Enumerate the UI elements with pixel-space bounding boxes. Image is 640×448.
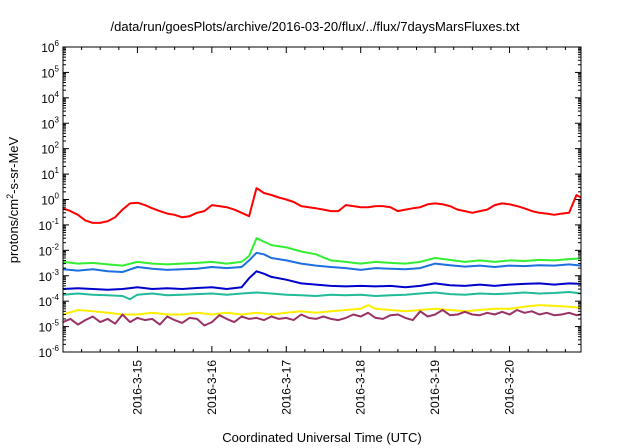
y-tick-base: 10: [39, 219, 53, 233]
x-tick-label: 2016-3-18: [354, 360, 368, 415]
y-tick-exponent: -6: [52, 344, 60, 353]
series-line-6: [62, 304, 582, 316]
y-tick-label: 10-2: [39, 242, 60, 258]
y-tick-base: 10: [39, 321, 53, 335]
y-tick-exponent: -2: [52, 242, 60, 251]
y-tick-base: 10: [39, 244, 53, 258]
y-tick-exponent: 6: [55, 39, 60, 48]
y-axis: 10-610-510-410-310-210-11001011021031041…: [39, 39, 581, 360]
y-tick-base: 10: [41, 168, 55, 182]
y-tick-exponent: -4: [52, 293, 60, 302]
y-tick-base: 10: [41, 194, 55, 208]
y-tick-exponent: -1: [52, 217, 60, 226]
series-line-3: [62, 251, 582, 273]
series-line-4: [62, 270, 582, 291]
y-tick-base: 10: [41, 66, 55, 80]
y-tick-exponent: -3: [52, 268, 60, 277]
series-line-1: [62, 187, 582, 224]
y-tick-label: 104: [41, 90, 59, 106]
y-tick-base: 10: [41, 41, 55, 55]
y-tick-label: 10-5: [39, 319, 60, 335]
y-tick-exponent: 2: [55, 141, 60, 150]
x-tick-label: 2016-3-20: [503, 360, 517, 415]
y-tick-label: 10-4: [39, 293, 60, 309]
y-tick-label: 10-1: [39, 217, 60, 233]
y-tick-exponent: 0: [55, 192, 60, 201]
y-axis-label-sup: 2: [5, 194, 15, 199]
chart-title: /data/run/goesPlots/archive/2016-03-20/f…: [111, 19, 520, 34]
y-tick-label: 100: [41, 192, 59, 208]
y-tick-label: 10-6: [39, 344, 60, 360]
x-axis: 2016-3-15 2016-3-16 2016-3-17 2016-3-18 2016…: [81, 47, 566, 415]
y-tick-exponent: 5: [55, 64, 60, 73]
y-tick-exponent: 3: [55, 115, 60, 124]
series-line-5: [62, 291, 582, 301]
y-tick-label: 105: [41, 64, 59, 80]
y-tick-label: 103: [41, 115, 59, 131]
y-tick-label: 102: [41, 141, 59, 157]
y-tick-label: 101: [41, 166, 59, 182]
x-tick-label: 2016-3-17: [279, 360, 293, 415]
y-tick-exponent: -5: [52, 319, 60, 328]
y-tick-base: 10: [39, 346, 53, 360]
y-tick-exponent: 4: [55, 90, 60, 99]
y-axis-label: protons/cm2-s-sr-MeV: [5, 136, 21, 263]
y-tick-exponent: 1: [55, 166, 60, 175]
y-tick-base: 10: [41, 143, 55, 157]
x-tick-label: 2016-3-16: [205, 360, 219, 415]
series-line-7: [62, 309, 582, 327]
x-axis-label: Coordinated Universal Time (UTC): [222, 430, 421, 445]
y-tick-base: 10: [41, 117, 55, 131]
series-line-2: [62, 237, 582, 267]
y-tick-label: 10-3: [39, 268, 60, 284]
y-axis-label-base: protons/cm: [6, 199, 21, 263]
series-layer: [62, 187, 582, 327]
y-tick-base: 10: [39, 295, 53, 309]
x-tick-label: 2016-3-15: [130, 360, 144, 415]
y-tick-base: 10: [39, 270, 53, 284]
y-axis-label-rest: -s-sr-MeV: [6, 136, 21, 193]
y-tick-base: 10: [41, 92, 55, 106]
x-tick-label: 2016-3-19: [428, 360, 442, 415]
y-tick-label: 106: [41, 39, 59, 55]
plot-frame: [62, 46, 582, 353]
